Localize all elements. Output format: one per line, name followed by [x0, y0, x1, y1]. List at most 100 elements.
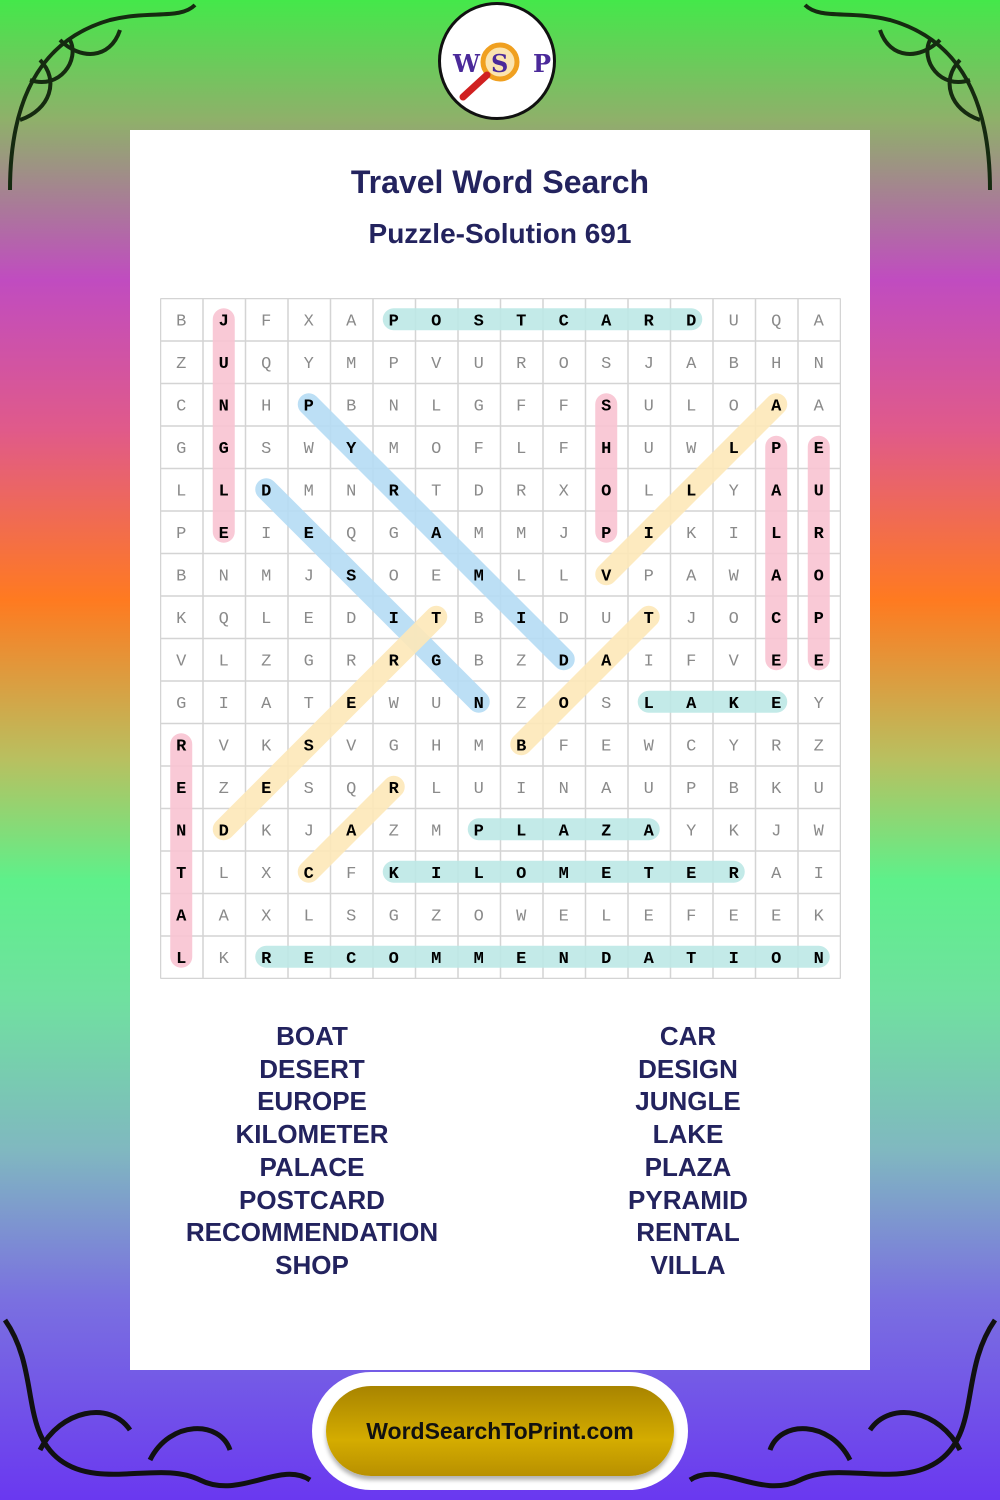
site-link-button[interactable]: WordSearchToPrint.com	[326, 1386, 674, 1476]
grid-letter: V	[729, 652, 740, 671]
grid-letter: A	[771, 865, 782, 884]
grid-letter: N	[559, 780, 569, 799]
grid-letter: O	[389, 567, 399, 586]
grid-letter: V	[601, 567, 612, 586]
grid-letter: L	[516, 822, 526, 841]
grid-letter: O	[559, 355, 569, 374]
grid-letter: I	[729, 950, 739, 969]
grid-letter: A	[686, 567, 697, 586]
word-list-item: POSTCARD	[239, 1184, 385, 1215]
grid-letter: T	[176, 865, 186, 884]
grid-letter: L	[686, 482, 696, 501]
grid-letter: O	[729, 397, 739, 416]
grid-letter: S	[601, 355, 611, 374]
word-list-left: BOAT DESERT EUROPE KILOMETER PALACE POST…	[112, 1020, 512, 1282]
grid-letter: C	[771, 610, 781, 629]
grid-letter: I	[389, 610, 399, 629]
grid-letter: U	[644, 780, 654, 799]
grid-letter: G	[176, 695, 186, 714]
grid-letter: G	[304, 652, 314, 671]
grid-letter: P	[686, 780, 696, 799]
grid-letter: R	[389, 482, 400, 501]
grid-letter: I	[431, 865, 441, 884]
grid-letter: L	[219, 865, 229, 884]
grid-letter: H	[261, 397, 271, 416]
grid-letter: O	[559, 695, 569, 714]
grid-letter: W	[389, 695, 400, 714]
grid-letter: F	[686, 907, 696, 926]
site-button-frame: WordSearchToPrint.com	[312, 1372, 688, 1490]
grid-letter: A	[176, 907, 187, 926]
grid-letter: E	[304, 950, 314, 969]
solution-highlight-desert	[212, 605, 448, 841]
grid-letter: P	[304, 397, 314, 416]
grid-letter: L	[431, 397, 441, 416]
page-title: Travel Word Search	[350, 164, 650, 200]
grid-letter: L	[261, 610, 271, 629]
grid-letter: A	[644, 822, 655, 841]
grid-letter: O	[389, 950, 399, 969]
grid-letter: H	[601, 440, 611, 459]
grid-letter: A	[814, 397, 825, 416]
grid-letter: I	[644, 525, 654, 544]
grid-letter: C	[176, 397, 186, 416]
grid-letter: L	[771, 525, 781, 544]
grid-letter: K	[686, 525, 697, 544]
grid-letter: B	[516, 737, 526, 756]
grid-letter: Z	[601, 822, 611, 841]
grid-letter: H	[431, 737, 441, 756]
grid-letter: G	[389, 525, 399, 544]
grid-letter: U	[474, 355, 484, 374]
grid-letter: J	[686, 610, 696, 629]
word-list-item: EUROPE	[257, 1086, 367, 1117]
grid-letter: N	[219, 397, 229, 416]
grid-letter: E	[601, 737, 611, 756]
grid-letter: Z	[176, 355, 186, 374]
grid-letter: R	[346, 652, 356, 671]
word-list-right: CAR DESIGN JUNGLE LAKE PLAZA PYRAMID REN…	[488, 1020, 888, 1282]
grid-letter: Z	[219, 780, 229, 799]
grid-letter: U	[219, 355, 229, 374]
grid-letter: B	[176, 567, 186, 586]
grid-letter: N	[176, 822, 186, 841]
grid-letter: E	[814, 652, 824, 671]
grid-letter: Y	[729, 737, 739, 756]
grid-letter: L	[176, 950, 186, 969]
grid-letter: E	[771, 695, 781, 714]
grid-letter: Y	[346, 440, 357, 459]
grid-letter: X	[304, 312, 314, 331]
grid-letter: K	[389, 865, 400, 884]
grid-letter: L	[644, 482, 654, 501]
grid-letter: W	[729, 567, 740, 586]
grid-letter: B	[474, 652, 484, 671]
grid-letter: N	[346, 482, 356, 501]
grid-letter: E	[601, 865, 611, 884]
word-list-item: RENTAL	[636, 1217, 740, 1248]
grid-letter: L	[176, 482, 186, 501]
ornament-bottom-right	[688, 1318, 998, 1489]
grid-letter: E	[686, 865, 696, 884]
grid-letter: R	[389, 780, 400, 799]
grid-letter: J	[304, 567, 314, 586]
grid-letter: F	[559, 397, 569, 416]
grid-letter: A	[771, 482, 782, 501]
grid-letter: P	[814, 610, 824, 629]
grid-letter: P	[771, 440, 781, 459]
grid-letter: A	[601, 780, 612, 799]
grid-letter: S	[474, 312, 484, 331]
grid-letter: L	[601, 907, 611, 926]
grid-letter: P	[389, 312, 399, 331]
grid-letter: M	[474, 567, 484, 586]
grid-letter: W	[304, 440, 315, 459]
grid-letter: I	[644, 652, 654, 671]
grid-letter: M	[346, 355, 356, 374]
grid-letter: A	[601, 312, 612, 331]
grid-letter: T	[644, 610, 654, 629]
grid-letter: A	[559, 822, 570, 841]
grid-letter: B	[346, 397, 356, 416]
grid-letter: S	[261, 440, 271, 459]
grid-letter: J	[219, 312, 229, 331]
grid-letter: S	[601, 397, 611, 416]
grid-letter: U	[729, 312, 739, 331]
word-list-item: DESIGN	[638, 1053, 738, 1084]
